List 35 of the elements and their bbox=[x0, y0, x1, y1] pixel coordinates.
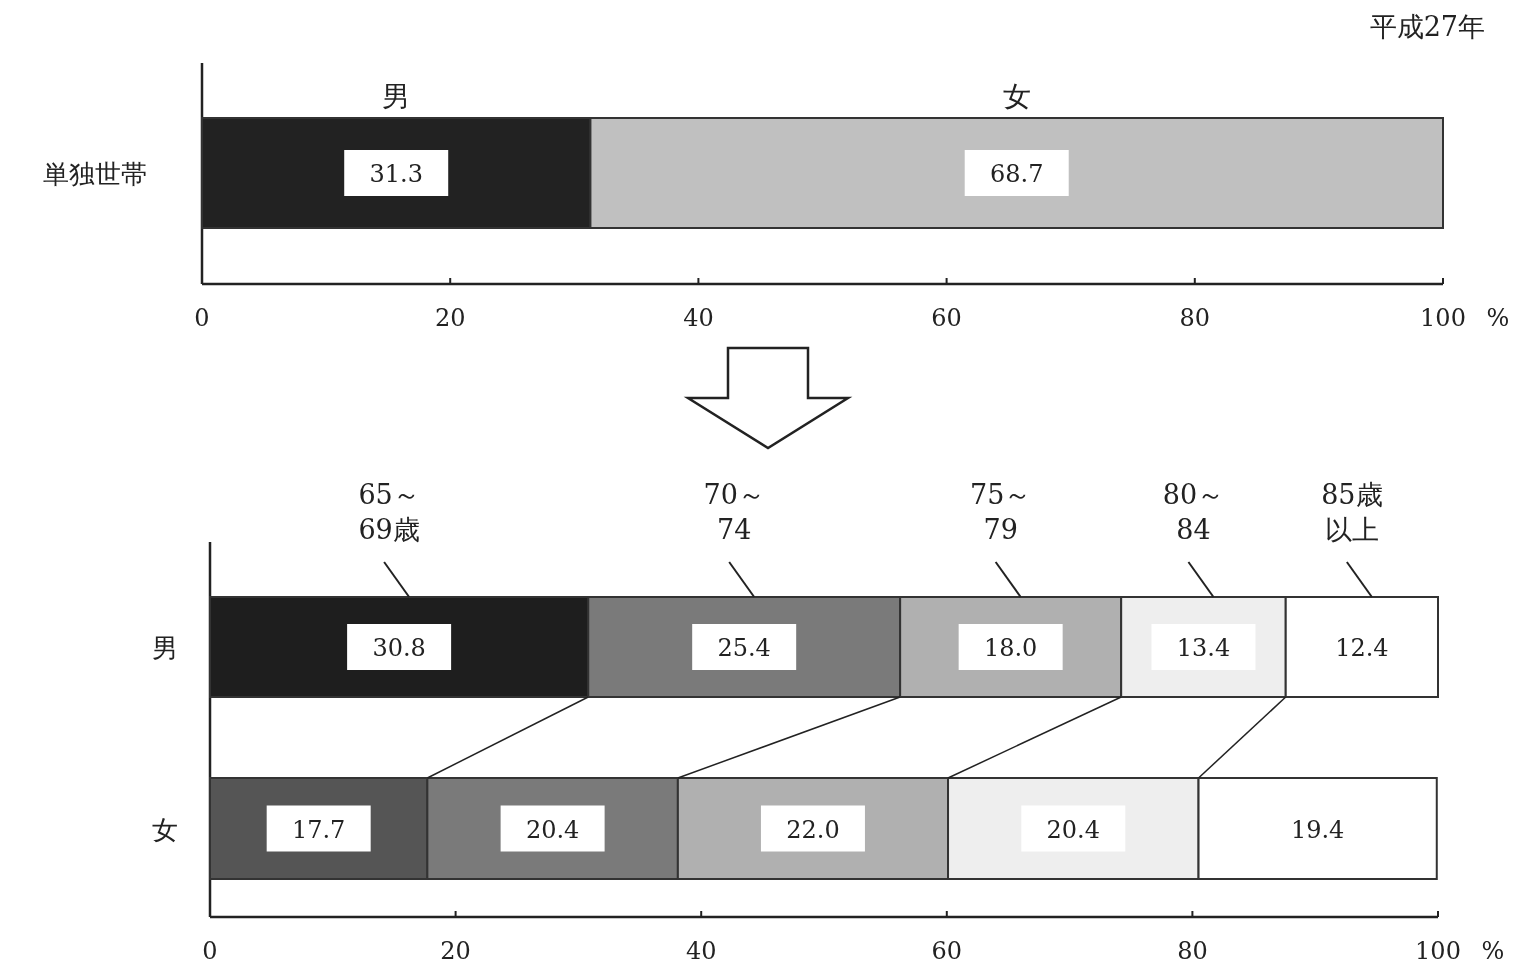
series-label: 80～84 bbox=[1162, 478, 1225, 545]
x-tick-label: 20 bbox=[440, 937, 471, 961]
x-axis-title: % bbox=[1481, 937, 1505, 961]
series-label: 70～74 bbox=[703, 478, 765, 545]
x-tick-label: 100 bbox=[1420, 304, 1466, 332]
series-label: 男 bbox=[382, 80, 411, 113]
data-label: 17.7 bbox=[291, 815, 346, 844]
x-tick-label: 20 bbox=[434, 304, 466, 332]
data-label: 18.0 bbox=[983, 634, 1038, 662]
data-label: 25.4 bbox=[717, 634, 771, 662]
x-tick-label: 60 bbox=[931, 304, 962, 332]
data-label: 22.0 bbox=[786, 815, 840, 844]
data-label: 19.4 bbox=[1290, 815, 1345, 844]
x-tick-label: 100 bbox=[1415, 937, 1461, 961]
y-tick-label: 単独世帯 bbox=[43, 159, 147, 189]
x-tick-label: 0 bbox=[194, 304, 210, 332]
series-label: 75～79 bbox=[969, 478, 1032, 545]
data-label: 12.4 bbox=[1335, 634, 1389, 662]
data-label: 20.4 bbox=[525, 815, 580, 844]
x-tick-label: 0 bbox=[202, 937, 218, 961]
series-label: 65～69歳 bbox=[358, 478, 420, 545]
x-tick-label: 40 bbox=[683, 304, 714, 332]
data-label: 68.7 bbox=[990, 160, 1044, 188]
x-tick-label: 60 bbox=[931, 937, 963, 961]
x-tick-label: 80 bbox=[1177, 937, 1208, 961]
x-tick-label: 80 bbox=[1179, 304, 1211, 332]
data-label: 13.4 bbox=[1176, 634, 1231, 662]
x-tick-label: 40 bbox=[685, 937, 717, 961]
text: 平成27年 bbox=[1369, 11, 1485, 42]
series-label: 女 bbox=[1002, 80, 1031, 113]
series-label: 85歳以上 bbox=[1321, 478, 1383, 545]
data-label: 30.8 bbox=[372, 634, 426, 662]
data-label: 31.3 bbox=[369, 160, 423, 188]
data-label: 20.4 bbox=[1046, 815, 1100, 844]
x-axis-title: % bbox=[1486, 304, 1510, 332]
